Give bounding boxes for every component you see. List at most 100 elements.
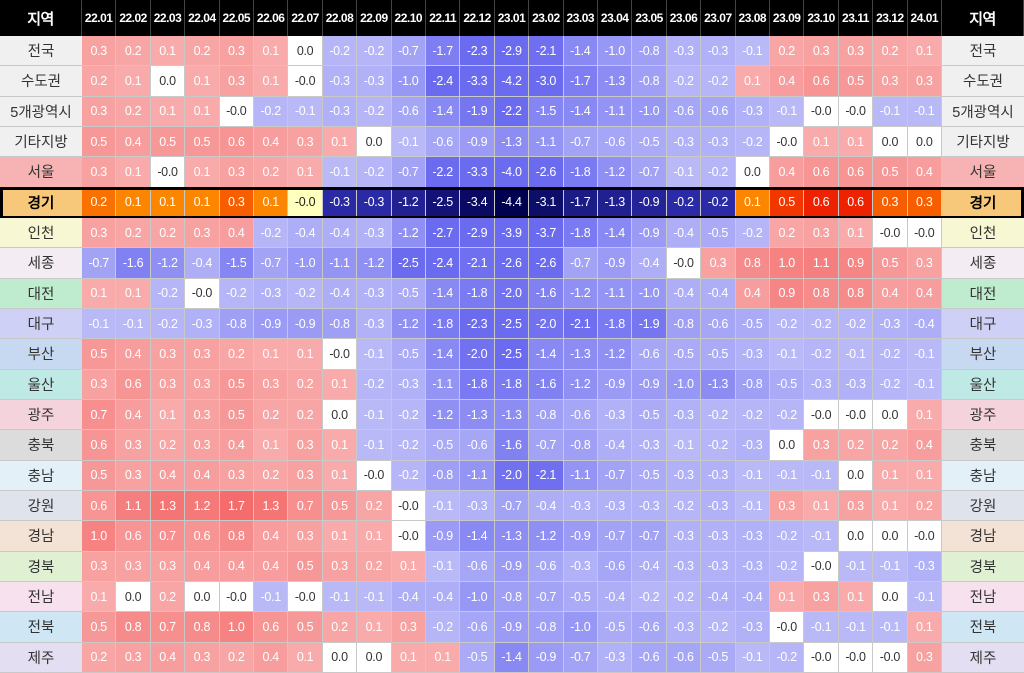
heatmap-cell: -2.2 — [494, 96, 530, 127]
heatmap-cell: -0.3 — [598, 491, 633, 522]
heatmap-cell: 1.1 — [116, 491, 151, 522]
row-label-right-수도권: 수도권 — [942, 66, 1024, 97]
heatmap-cell: 0.1 — [391, 642, 426, 673]
heatmap-cell: 0.4 — [150, 460, 186, 491]
heatmap-cell: -1.8 — [563, 218, 598, 249]
heatmap-cell: -1.5 — [529, 96, 564, 127]
heatmap-cell: -2.1 — [529, 36, 564, 67]
column-header-22.12: 22.12 — [460, 0, 495, 36]
heatmap-cell: -1.0 — [391, 66, 426, 97]
heatmap-cell: -0.0 — [838, 642, 874, 673]
heatmap-cell: -0.5 — [770, 369, 805, 400]
heatmap-cell: 0.6 — [185, 521, 220, 552]
heatmap-cell: -0.2 — [804, 339, 839, 370]
heatmap-cell: -0.0 — [288, 187, 323, 218]
heatmap-cell: -0.6 — [391, 96, 426, 127]
heatmap-cell: 0.8 — [219, 521, 254, 552]
heatmap-cell: -1.4 — [426, 339, 461, 370]
heatmap-cell: 0.1 — [116, 157, 151, 188]
heatmap-cell: -1.2 — [598, 339, 633, 370]
heatmap-cell: -0.7 — [632, 521, 667, 552]
heatmap-cell: 0.6 — [804, 66, 839, 97]
heatmap-cell: -0.7 — [563, 127, 598, 158]
heatmap-cell: 0.1 — [426, 642, 461, 673]
heatmap-cell: 0.1 — [804, 127, 839, 158]
heatmap-cell: 0.6 — [219, 127, 254, 158]
heatmap-cell: 0.2 — [219, 642, 254, 673]
heatmap-cell: -0.1 — [322, 582, 358, 613]
heatmap-cell: -0.5 — [460, 642, 495, 673]
heatmap-cell: 0.3 — [185, 369, 220, 400]
heatmap-cell: -0.2 — [254, 96, 289, 127]
column-header-22.01: 22.01 — [82, 0, 117, 36]
heatmap-cell: 0.3 — [116, 642, 151, 673]
heatmap-cell: -4.4 — [494, 187, 530, 218]
heatmap-cell: -0.0 — [219, 96, 254, 127]
heatmap-cell: -2.6 — [529, 157, 564, 188]
heatmap-cell: 0.5 — [82, 339, 117, 370]
heatmap-cell: 0.2 — [150, 582, 186, 613]
heatmap-cell: -0.0 — [873, 218, 908, 249]
heatmap-cell: 0.2 — [288, 369, 323, 400]
heatmap-cell: 0.3 — [288, 521, 323, 552]
heatmap-cell: -0.3 — [666, 521, 702, 552]
heatmap-cell: 0.2 — [116, 36, 151, 67]
column-header-22.06: 22.06 — [254, 0, 289, 36]
heatmap-cell: -1.2 — [563, 369, 598, 400]
heatmap-cell: 0.1 — [116, 187, 151, 218]
heatmap-cell: 0.2 — [322, 612, 358, 643]
heatmap-cell: 0.1 — [907, 460, 942, 491]
heatmap-cell: 0.0 — [770, 430, 805, 461]
heatmap-cell: 0.4 — [116, 127, 151, 158]
heatmap-cell: -0.4 — [735, 582, 770, 613]
heatmap-cell: 1.0 — [219, 612, 254, 643]
heatmap-cell: -0.3 — [460, 491, 495, 522]
heatmap-cell: 1.0 — [82, 521, 117, 552]
row-label-left-기타지방: 기타지방 — [0, 127, 82, 158]
corner-header-left: 지역 — [0, 0, 82, 36]
heatmap-cell: -0.3 — [701, 127, 736, 158]
heatmap-cell: -0.2 — [873, 369, 908, 400]
row-label-right-충남: 충남 — [942, 460, 1024, 491]
heatmap-cell: -3.9 — [494, 218, 530, 249]
heatmap-cell: -1.5 — [219, 248, 254, 279]
heatmap-cell: 0.1 — [873, 491, 908, 522]
heatmap-cell: -0.2 — [701, 400, 736, 431]
heatmap-cell: -0.2 — [770, 521, 805, 552]
heatmap-cell: 0.2 — [116, 218, 151, 249]
heatmap-cell: -2.0 — [529, 309, 564, 340]
column-header-22.04: 22.04 — [185, 0, 220, 36]
heatmap-cell: 0.1 — [185, 157, 220, 188]
heatmap-cell: -2.2 — [426, 157, 461, 188]
heatmap-cell: 0.1 — [254, 187, 289, 218]
heatmap-cell: 0.3 — [804, 430, 839, 461]
heatmap-cell: -0.0 — [666, 248, 702, 279]
heatmap-cell: -1.2 — [357, 248, 392, 279]
heatmap-cell: 0.3 — [116, 460, 151, 491]
heatmap-cell: -0.5 — [391, 278, 426, 309]
heatmap-cell: -0.1 — [907, 369, 942, 400]
heatmap-cell: -0.6 — [598, 127, 633, 158]
heatmap-cell: -0.2 — [770, 309, 805, 340]
heatmap-cell: -1.2 — [150, 248, 186, 279]
heatmap-cell: 0.0 — [873, 521, 908, 552]
heatmap-cell: 0.1 — [185, 96, 220, 127]
heatmap-cell: -0.0 — [391, 521, 426, 552]
heatmap-cell: -0.5 — [426, 430, 461, 461]
heatmap-cell: 0.3 — [254, 369, 289, 400]
row-label-right-울산: 울산 — [942, 369, 1024, 400]
heatmap-cell: -0.5 — [563, 582, 598, 613]
heatmap-cell: -0.3 — [701, 491, 736, 522]
heatmap-cell: -1.0 — [460, 582, 495, 613]
heatmap-cell: -0.6 — [529, 551, 564, 582]
heatmap-cell: 0.2 — [150, 430, 186, 461]
row-label-right-대전: 대전 — [942, 278, 1024, 309]
heatmap-cell: 0.1 — [288, 157, 323, 188]
heatmap-cell: 0.3 — [82, 218, 117, 249]
heatmap-cell: 0.5 — [219, 369, 254, 400]
row-label-right-제주: 제주 — [942, 642, 1024, 673]
heatmap-cell: -0.2 — [804, 309, 839, 340]
heatmap-cell: -0.7 — [391, 36, 426, 67]
heatmap-cell: -0.3 — [735, 521, 770, 552]
heatmap-cell: 0.0 — [873, 127, 908, 158]
